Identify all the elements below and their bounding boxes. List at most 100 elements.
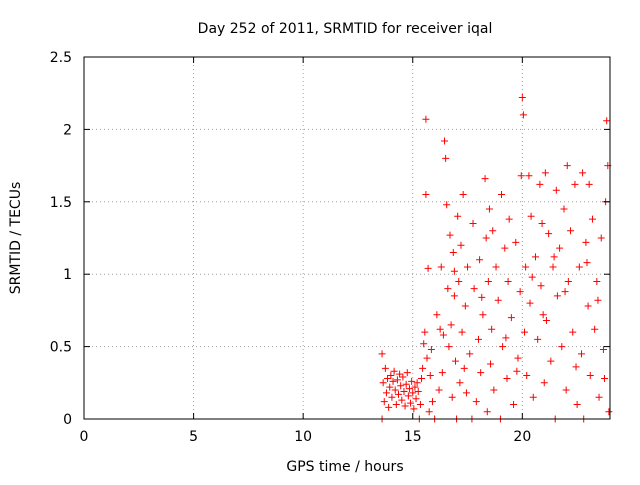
y-tick-label: 2 [63, 122, 72, 138]
data-point [426, 372, 434, 380]
data-point [385, 403, 393, 411]
data-point [479, 311, 487, 319]
data-point [547, 357, 555, 365]
data-point [438, 369, 446, 377]
data-point [503, 374, 511, 382]
data-point [582, 238, 590, 246]
data-point [579, 169, 587, 177]
data-point [388, 393, 396, 401]
data-point [583, 259, 591, 267]
data-point [446, 231, 454, 239]
data-point [421, 328, 429, 336]
data-point [398, 396, 406, 404]
data-point [401, 402, 409, 410]
data-point [605, 408, 613, 416]
data-point [396, 370, 404, 378]
data-point [539, 311, 547, 319]
data-point [414, 387, 422, 395]
data-point [455, 277, 463, 285]
data-point [536, 180, 544, 188]
data-point [424, 264, 432, 272]
data-point [517, 172, 525, 180]
data-point [569, 328, 577, 336]
data-point [516, 288, 524, 296]
y-tick-label: 1.5 [50, 195, 72, 211]
data-point [561, 288, 569, 296]
x-tick-label: 20 [513, 429, 531, 445]
x-axis-label: GPS time / hours [286, 459, 403, 475]
data-point [562, 386, 570, 394]
data-point [488, 325, 496, 333]
data-point [528, 273, 536, 281]
data-point [599, 345, 607, 353]
data-point [526, 299, 534, 307]
data-point [411, 383, 419, 391]
data-point [433, 311, 441, 319]
data-point [395, 390, 403, 398]
data-point [513, 367, 521, 375]
data-point [443, 201, 451, 209]
data-point [482, 234, 490, 242]
data-point [448, 393, 456, 401]
data-point [591, 325, 599, 333]
data-point [384, 374, 392, 382]
data-point [451, 357, 459, 365]
data-point [490, 386, 498, 394]
data-point [505, 215, 513, 223]
data-point [422, 191, 430, 199]
data-point [485, 205, 493, 213]
data-point [382, 389, 390, 397]
data-point [462, 389, 470, 397]
data-point [422, 115, 430, 123]
data-point [466, 350, 474, 358]
data-point [575, 263, 583, 271]
data-point [442, 154, 450, 162]
data-point [502, 334, 510, 342]
data-point [389, 377, 397, 385]
data-point [410, 405, 418, 413]
data-point [444, 285, 452, 293]
data-point [519, 111, 527, 119]
data-point [397, 382, 405, 390]
data-point [499, 343, 507, 351]
data-point [475, 335, 482, 343]
data-point [469, 220, 477, 228]
data-point [494, 296, 502, 304]
data-point [409, 389, 417, 397]
data-point [588, 215, 596, 223]
data-point [510, 401, 518, 409]
data-point [518, 94, 526, 102]
data-point [489, 227, 497, 235]
data-point [498, 191, 506, 199]
data-point [425, 408, 433, 416]
data-point [460, 364, 468, 372]
y-tick-label: 0.5 [50, 340, 72, 356]
data-point [478, 293, 486, 301]
data-point [450, 267, 458, 275]
data-point [483, 408, 491, 416]
data-point [437, 263, 445, 271]
data-point [492, 263, 500, 271]
data-point [390, 367, 398, 375]
data-point [447, 321, 455, 329]
y-tick-label: 2.5 [50, 50, 72, 66]
data-point [550, 253, 558, 261]
data-point [445, 343, 453, 351]
data-point [521, 328, 529, 336]
data-point [594, 296, 602, 304]
data-point [578, 350, 586, 358]
data-point [556, 244, 564, 252]
data-point [552, 186, 560, 194]
data-point [427, 345, 435, 353]
data-point [523, 372, 531, 380]
data-point [563, 162, 571, 170]
data-point [597, 234, 605, 242]
data-point [567, 227, 575, 235]
data-point [603, 117, 611, 125]
data-point [542, 317, 550, 325]
grid-lines [84, 57, 610, 419]
data-point [529, 393, 537, 401]
data-point [545, 230, 553, 238]
data-point [457, 241, 465, 249]
